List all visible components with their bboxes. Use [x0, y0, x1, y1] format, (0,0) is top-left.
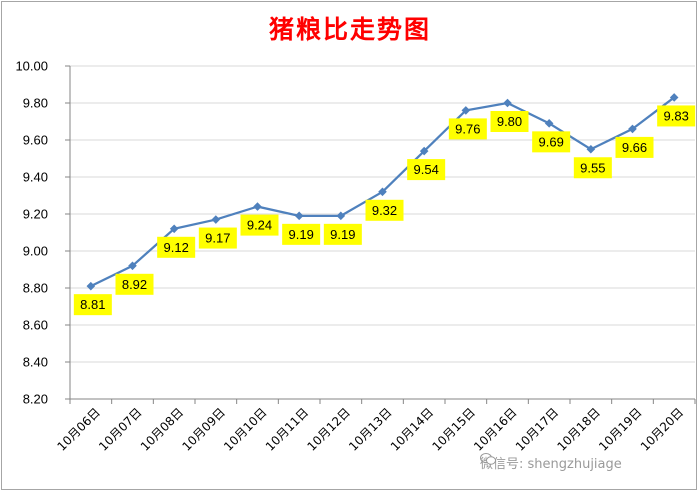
data-label: 9.24 [247, 218, 272, 233]
x-tick-label: 10月11日 [263, 405, 311, 453]
data-label: 9.19 [289, 227, 314, 242]
data-label-box [240, 214, 279, 236]
data-point [253, 202, 262, 211]
x-tick-label: 10月14日 [388, 405, 436, 453]
watermark-text: 微信号: shengzhujiage [480, 457, 622, 472]
data-label-box [573, 157, 612, 179]
data-label-box [282, 223, 321, 245]
data-point [169, 224, 179, 234]
data-label-box [365, 199, 404, 221]
x-tick-label: 10月08日 [138, 405, 186, 453]
x-tick-label: 10月16日 [471, 405, 519, 453]
data-point [544, 119, 554, 128]
x-tick-label: 10月13日 [346, 405, 394, 453]
data-label: 9.19 [330, 227, 355, 242]
x-tick-label: 10月20日 [638, 405, 686, 453]
data-label: 8.92 [122, 277, 147, 292]
data-label-box [615, 136, 654, 158]
data-label-box [448, 118, 487, 140]
x-tick-label: 10月10日 [221, 405, 269, 453]
data-point [586, 144, 596, 154]
data-point [378, 187, 387, 197]
y-tick-label: 9.20 [23, 207, 48, 222]
data-label: 9.55 [580, 160, 605, 175]
y-tick-label: 9.80 [23, 96, 48, 111]
y-tick-label: 9.00 [23, 244, 48, 259]
y-tick-label: 10.00 [15, 59, 48, 74]
data-label: 9.12 [164, 240, 189, 255]
data-label-box [490, 111, 529, 132]
x-tick-label: 10月07日 [96, 405, 144, 453]
data-label-box [323, 223, 362, 245]
data-labels: 8.81 8.92 9.12 9.17 9.24 9.19 9.19 9.32 9.54 9.76… [73, 105, 696, 316]
data-point [628, 124, 637, 134]
data-point [669, 93, 679, 102]
data-label: 9.83 [664, 108, 689, 123]
wechat-icon [480, 453, 496, 465]
y-tick-labels: 8.20 8.40 8.60 8.80 9.00 9.20 9.40 9.60 9.80 10.0… [15, 59, 48, 407]
y-tick-label: 8.60 [23, 318, 48, 333]
data-point [294, 211, 304, 221]
axes [65, 65, 696, 404]
data-label-box [657, 105, 696, 127]
y-tick-label: 8.20 [23, 392, 48, 407]
chart-title: 猪粮比走势图 [268, 15, 431, 44]
y-tick-label: 8.40 [23, 355, 48, 370]
data-label-box [115, 273, 154, 295]
data-markers [86, 93, 679, 291]
data-label: 9.66 [622, 140, 647, 155]
data-label-box [73, 294, 112, 316]
watermark: 微信号: shengzhujiage [480, 453, 622, 472]
x-tick-labels: 10月06日10月07日10月08日10月09日10月10日10月11日10月1… [54, 405, 686, 453]
data-label: 8.81 [80, 297, 105, 312]
x-tick-label: 10月09日 [179, 405, 227, 453]
data-point [461, 106, 471, 115]
x-tick-label: 10月18日 [554, 405, 602, 453]
y-tick-label: 9.60 [23, 133, 48, 148]
data-point [211, 215, 221, 224]
data-label: 9.80 [497, 114, 522, 129]
data-point [419, 146, 429, 156]
data-point [336, 211, 346, 221]
y-tick-label: 8.80 [23, 281, 48, 296]
x-tick-label: 10月15日 [429, 405, 477, 453]
x-tick-label: 10月19日 [596, 405, 644, 453]
data-point [128, 261, 137, 271]
data-point [86, 281, 96, 291]
data-label-box [407, 159, 446, 181]
x-tick-label: 10月06日 [54, 405, 102, 453]
data-label-box [198, 227, 237, 249]
y-tick-label: 9.40 [23, 170, 48, 185]
x-tick-label: 10月17日 [513, 405, 561, 453]
data-label: 9.69 [539, 134, 564, 149]
data-label-box [532, 131, 571, 153]
data-label: 9.32 [372, 203, 397, 218]
data-label: 9.76 [455, 121, 480, 136]
data-point [503, 98, 512, 108]
data-label: 9.17 [205, 231, 230, 246]
data-label-box [157, 236, 196, 258]
data-label: 9.54 [414, 162, 439, 177]
x-tick-label: 10月12日 [304, 405, 352, 453]
